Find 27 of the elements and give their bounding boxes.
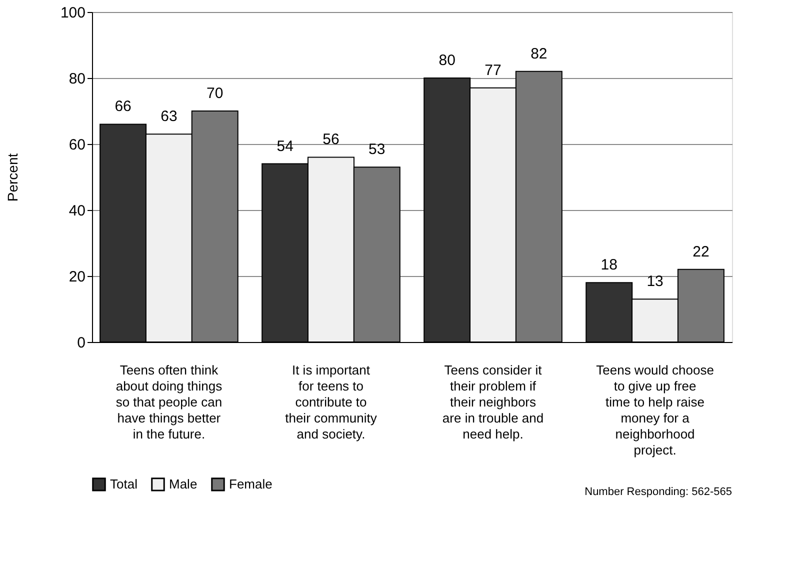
y-tick-label: 60 — [68, 136, 86, 154]
x-tick-label: It is important for teens to contribute to their community and society. — [285, 362, 378, 442]
data-label: 70 — [206, 85, 224, 102]
text: Number Responding: 562-565 — [584, 486, 732, 498]
data-label: 54 — [276, 138, 294, 155]
data-label: 82 — [530, 45, 548, 62]
data-label: 63 — [160, 108, 178, 126]
data-label: 53 — [368, 141, 386, 158]
y-tick-label: 20 — [68, 268, 86, 286]
data-label: 77 — [484, 62, 502, 79]
data-label: 22 — [692, 243, 710, 260]
data-label: 18 — [600, 256, 618, 274]
x-tick-label: Teens consider it their problem if their neighbors are in trouble and need help. — [442, 362, 544, 442]
data-label: 80 — [438, 52, 456, 69]
y-axis-title: Percent — [4, 153, 20, 202]
y-tick-label: 80 — [68, 70, 86, 88]
data-label: 56 — [322, 131, 340, 148]
legend-label: Male — [169, 476, 198, 492]
legend-label: Female — [229, 476, 272, 492]
y-tick-label: 0 — [77, 334, 86, 352]
y-tick-label: 100 — [60, 4, 86, 22]
data-label: 66 — [114, 98, 132, 116]
legend-label: Total — [110, 476, 138, 492]
y-tick-label: 40 — [68, 202, 86, 220]
x-tick-label: Teens often think about doing things so that people can have things better in the future. — [116, 362, 223, 442]
x-tick-label: Teens would choose to give up free time to help raise money for a neighborhood project. — [596, 362, 714, 458]
data-label: 13 — [646, 273, 664, 290]
